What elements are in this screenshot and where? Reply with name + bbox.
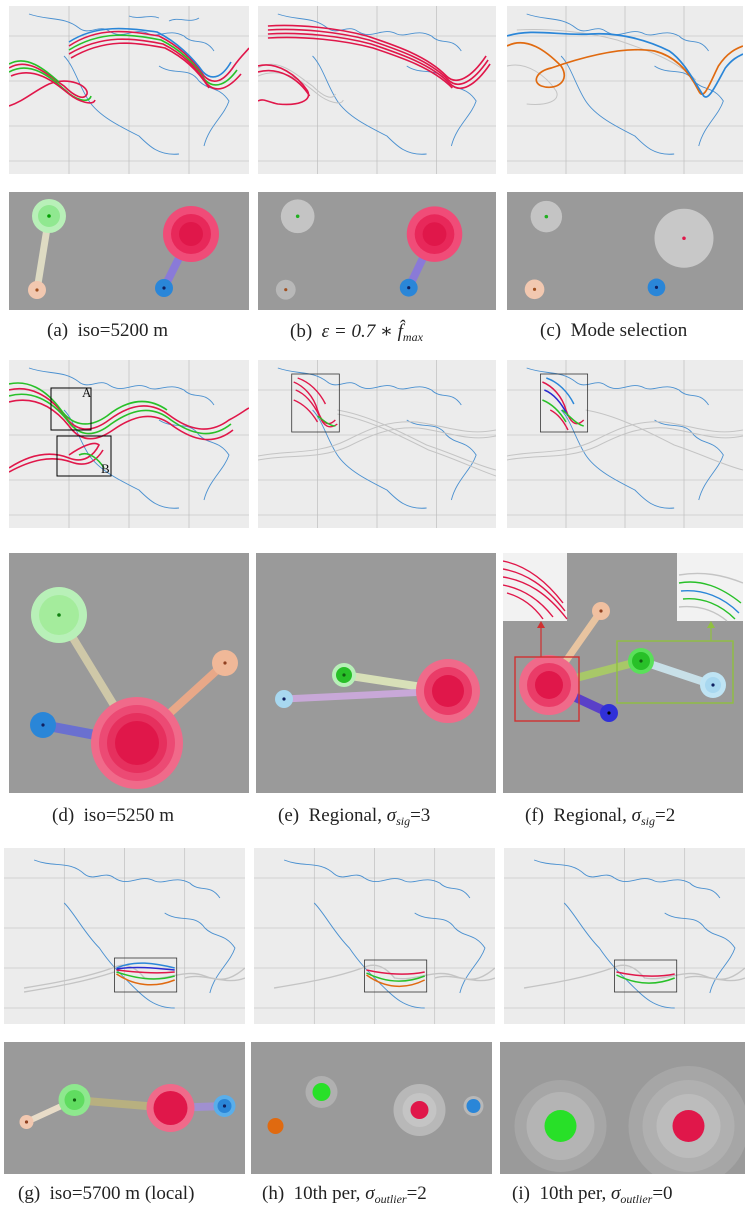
map-d: A B	[9, 360, 249, 528]
map-c	[507, 6, 743, 174]
graph-a	[9, 192, 249, 310]
caption-b: (b) ε = 0.7 ∗ f̂max	[290, 321, 423, 344]
map-e	[258, 360, 496, 528]
graph-e	[256, 553, 496, 793]
graph-h	[251, 1042, 492, 1174]
caption-e: (e) Regional, σsig=3	[278, 805, 431, 828]
caption-f: (f) Regional, σsig=2	[525, 805, 676, 828]
graph-b	[258, 192, 496, 310]
map-g	[4, 848, 245, 1024]
caption-c: (c) Mode selection	[540, 320, 688, 341]
graph-d	[9, 553, 249, 793]
caption-d: (d) iso=5250 m	[52, 805, 175, 826]
map-i	[504, 848, 745, 1024]
map-b	[258, 6, 496, 174]
caption-h: (h) 10th per, σoutlier=2	[262, 1183, 427, 1206]
map-a	[9, 6, 249, 174]
graph-g	[4, 1042, 245, 1174]
caption-i: (i) 10th per, σoutlier=0	[512, 1183, 673, 1206]
caption-g: (g) iso=5700 m (local)	[18, 1183, 195, 1204]
region-label-a: A	[82, 385, 92, 400]
map-f	[507, 360, 743, 528]
map-h	[254, 848, 495, 1024]
region-label-b: B	[101, 461, 110, 476]
graph-c	[507, 192, 743, 310]
graph-f	[503, 553, 743, 793]
caption-a: (a) iso=5200 m	[47, 320, 169, 341]
graph-i	[500, 1042, 745, 1174]
